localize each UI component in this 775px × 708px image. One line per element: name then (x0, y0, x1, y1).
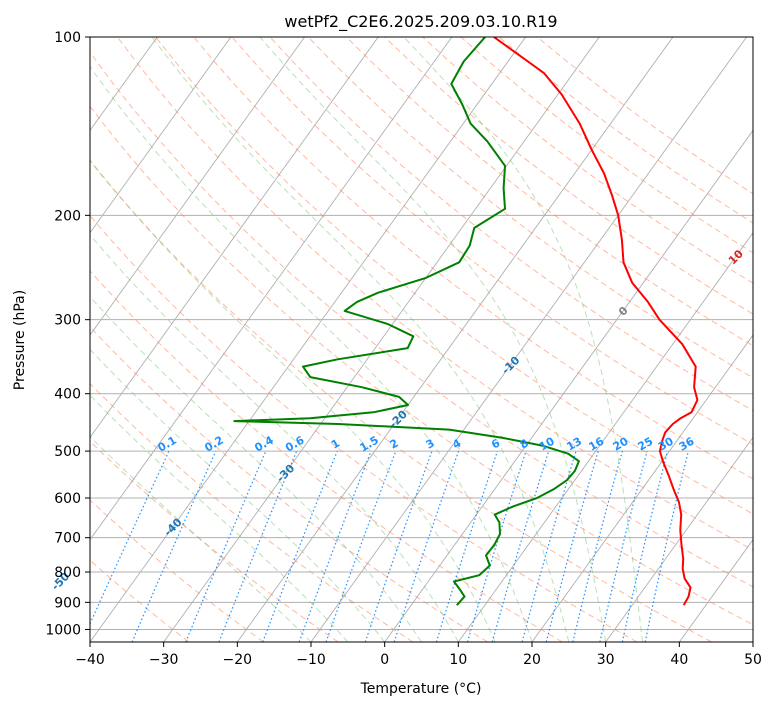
isotherm-line (90, 37, 379, 439)
x-tick-label: −20 (223, 652, 253, 668)
y-tick-label: 200 (54, 208, 81, 224)
moist-adiabat-line (90, 435, 312, 642)
mixing-ratio-line (131, 450, 217, 642)
isotherm-line (163, 37, 600, 642)
mixing-ratio-line (466, 450, 527, 642)
mixing-ratio-line (572, 450, 623, 642)
y-tick-label: 500 (54, 444, 81, 460)
y-tick-label: 900 (54, 595, 81, 611)
mixing-ratio-line (393, 450, 460, 642)
moist-adiabat-line (403, 37, 643, 642)
x-tick-label: −40 (75, 652, 105, 668)
background-lines (90, 37, 753, 642)
isotherm-line (90, 37, 453, 541)
x-tick-label: 30 (597, 652, 615, 668)
x-tick-label: −10 (296, 652, 326, 668)
mixing-ratio-line (218, 450, 298, 642)
y-tick-label: 1000 (45, 622, 81, 638)
dry-adiabat-line (422, 37, 753, 284)
mixing-ratio-line (325, 450, 397, 642)
moist-adiabat-line (90, 65, 533, 642)
mixing-ratio-line (621, 450, 669, 642)
x-tick-label: 10 (449, 652, 467, 668)
moist-adiabat-line (90, 234, 459, 642)
plot-frame (89, 36, 754, 643)
mixing-ratio-line (435, 450, 498, 642)
isotherm-line (678, 538, 753, 642)
isotherm-line (605, 436, 753, 642)
x-tick-label: −30 (149, 652, 179, 668)
moist-adiabat-line (151, 37, 570, 642)
mixing-ratio-line (599, 450, 648, 642)
mixing-ratio-line (545, 450, 599, 642)
isotherm-line (90, 37, 232, 234)
isotherm-line (531, 334, 753, 642)
isotherm-line (457, 231, 753, 642)
dry-adiabat-line (90, 214, 638, 642)
x-tick-label: 20 (523, 652, 541, 668)
x-tick-label: 50 (744, 652, 762, 668)
x-tick-label: 40 (670, 652, 688, 668)
isotherm-line (90, 37, 526, 642)
profile-lines (233, 37, 699, 606)
dry-adiabat-line (269, 37, 753, 412)
dry-adiabat-line (384, 37, 753, 315)
dry-adiabat-line (90, 51, 753, 588)
mixing-ratio-line (185, 450, 267, 642)
dry-adiabat-line (90, 499, 264, 642)
mixing-ratio-line (491, 450, 550, 642)
y-tick-label: 600 (54, 491, 81, 507)
y-tick-label: 800 (54, 565, 81, 581)
y-tick-label: 100 (54, 30, 81, 46)
moist-adiabat-line (259, 37, 607, 642)
mixing-ratio-line (644, 450, 689, 642)
y-tick-label: 300 (54, 313, 81, 329)
mixing-ratio-line (298, 450, 372, 642)
y-axis-label: Pressure (hPa) (12, 290, 28, 390)
x-axis: −40 −30 −20 −10 0 10 20 30 40 50 (75, 642, 762, 668)
dry-adiabat-line (90, 270, 563, 642)
dry-adiabat-line (90, 105, 753, 626)
moist-adiabat-line (90, 159, 496, 642)
isotherm-line (90, 37, 305, 336)
y-tick-label: 700 (54, 531, 81, 547)
dry-adiabat-line (90, 382, 414, 642)
mixing-ratio-line (364, 450, 433, 642)
dry-adiabat-line (90, 160, 712, 642)
moist-adiabat-line (90, 394, 349, 642)
chart-title: wetPf2_C2E6.2025.209.03.10.R19 (284, 12, 557, 32)
dry-adiabat-line (90, 326, 488, 642)
temperature-profile-line (493, 37, 699, 606)
isotherm-line (384, 129, 753, 642)
dry-adiabat-line (193, 37, 753, 480)
y-tick-label: 400 (54, 387, 81, 403)
dry-adiabat-line (117, 37, 753, 551)
dry-adiabat-line (155, 37, 753, 515)
isotherm-line (236, 37, 674, 642)
x-tick-label: 0 (380, 652, 389, 668)
dewpoint-profile-line (233, 37, 580, 606)
dry-adiabat-line (231, 37, 753, 445)
y-axis: 100 200 300 400 500 600 700 800 900 1000 (45, 30, 90, 638)
moist-adiabat-line (90, 295, 422, 642)
mixing-ratio-line (262, 450, 338, 642)
moist-adiabat-line (90, 348, 386, 642)
mixing-ratio-line (521, 450, 577, 642)
x-axis-label: Temperature (°C) (360, 681, 482, 697)
